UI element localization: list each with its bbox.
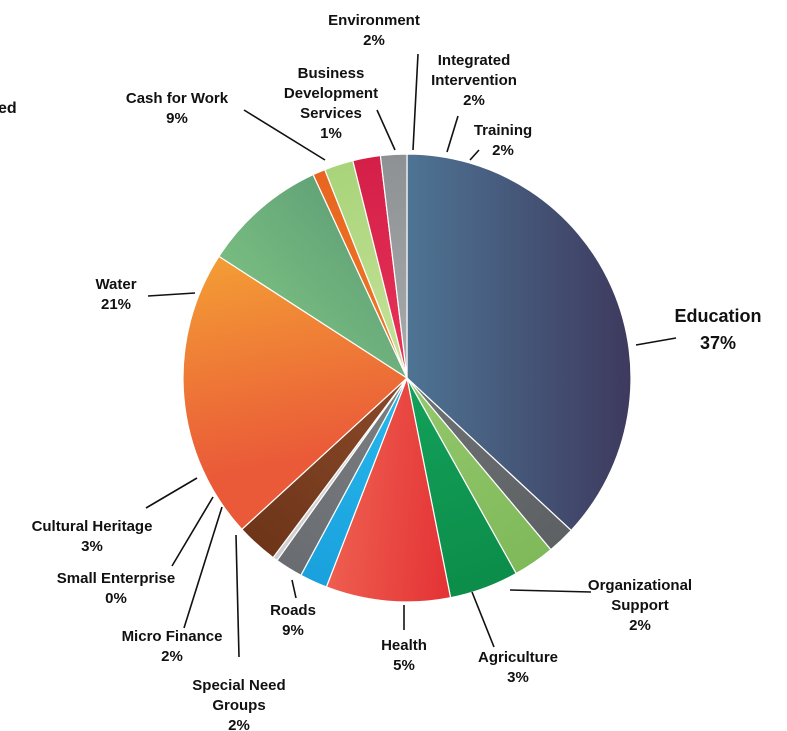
pie-slices [182, 153, 632, 603]
pie-slice-roads [325, 375, 452, 603]
leader-line-roads [291, 579, 297, 599]
slice-label-special-need-groups: Groups [212, 697, 265, 714]
slice-labels: Education 37% Organizational Support 2% Agric… [32, 12, 762, 731]
slice-percent-cash-for-work: 9% [166, 110, 188, 127]
slice-label-environment: Environment [328, 12, 420, 29]
slice-label-organizational-support: Support [611, 597, 669, 614]
slice-label-water: Water [95, 276, 136, 293]
slice-percent-agriculture: 3% [507, 669, 529, 686]
slice-percent-business-development-services: 1% [320, 125, 342, 142]
slice-percent-roads: 9% [282, 622, 304, 639]
leader-line-cash-for-work [243, 109, 326, 161]
leader-line-business-development-services [376, 109, 396, 151]
leader-line-training [469, 149, 480, 161]
slice-percent-integrated-intervention: 2% [463, 92, 485, 109]
slice-label-cultural-heritage: Cultural Heritage [32, 518, 153, 535]
cut-off-label: ed [0, 100, 17, 117]
pie-slice-water [182, 255, 408, 531]
slice-percent-special-need-groups: 2% [228, 717, 250, 731]
slice-label-integrated-intervention: Intervention [431, 72, 517, 89]
leader-line-organizational-support [509, 589, 592, 593]
slice-percent-training: 2% [492, 142, 514, 159]
slice-percent-micro-finance: 2% [161, 648, 183, 665]
slice-label-small-enterprise: Small Enterprise [57, 570, 175, 587]
slice-percent-health: 5% [393, 657, 415, 674]
slice-label-business-development-services: Development [284, 85, 378, 102]
slice-label-micro-finance: Micro Finance [122, 628, 223, 645]
slice-label-training: Training [474, 122, 532, 139]
slice-label-health: Health [381, 637, 427, 654]
leader-line-water [147, 292, 196, 297]
leader-line-environment [412, 53, 419, 151]
slice-label-agriculture: Agriculture [478, 649, 558, 666]
leader-line-education [635, 337, 677, 346]
slice-label-business-development-services: Services [300, 105, 362, 122]
slice-label-integrated-intervention: Integrated [438, 52, 511, 69]
slice-label-organizational-support: Organizational [588, 577, 692, 594]
leader-line-integrated-intervention [446, 115, 459, 153]
leader-line-cultural-heritage [145, 477, 198, 509]
slice-percent-small-enterprise: 0% [105, 590, 127, 607]
leader-line-special-need-groups [235, 534, 240, 658]
slice-label-education: Education [674, 306, 761, 326]
slice-label-business-development-services: Business [298, 65, 365, 82]
pie-slice-training [379, 153, 408, 379]
slice-label-cash-for-work: Cash for Work [126, 90, 229, 107]
slice-percent-water: 21% [101, 296, 131, 313]
slice-label-special-need-groups: Special Need [192, 677, 285, 694]
leader-line-small-enterprise [171, 496, 214, 567]
leader-line-micro-finance [183, 506, 223, 629]
pie-slice-cash-for-work [218, 173, 409, 380]
leader-lines [145, 53, 677, 658]
slice-percent-environment: 2% [363, 32, 385, 49]
slice-percent-organizational-support: 2% [629, 617, 651, 634]
slice-percent-cultural-heritage: 3% [81, 538, 103, 555]
slice-percent-education: 37% [700, 333, 736, 353]
slice-label-roads: Roads [270, 602, 316, 619]
pie-slice-education [406, 153, 632, 532]
leader-line-agriculture [471, 591, 495, 648]
